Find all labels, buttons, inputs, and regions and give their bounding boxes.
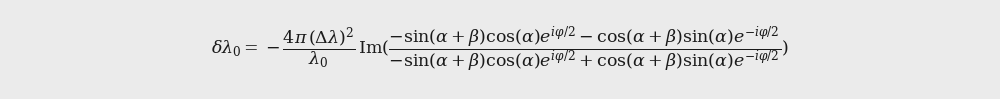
Text: $\delta\lambda_0 = -\dfrac{4\pi\,(\Delta\lambda)^2}{\lambda_0}\,\mathrm{Im}(\dfr: $\delta\lambda_0 = -\dfrac{4\pi\,(\Delta… xyxy=(211,24,789,75)
